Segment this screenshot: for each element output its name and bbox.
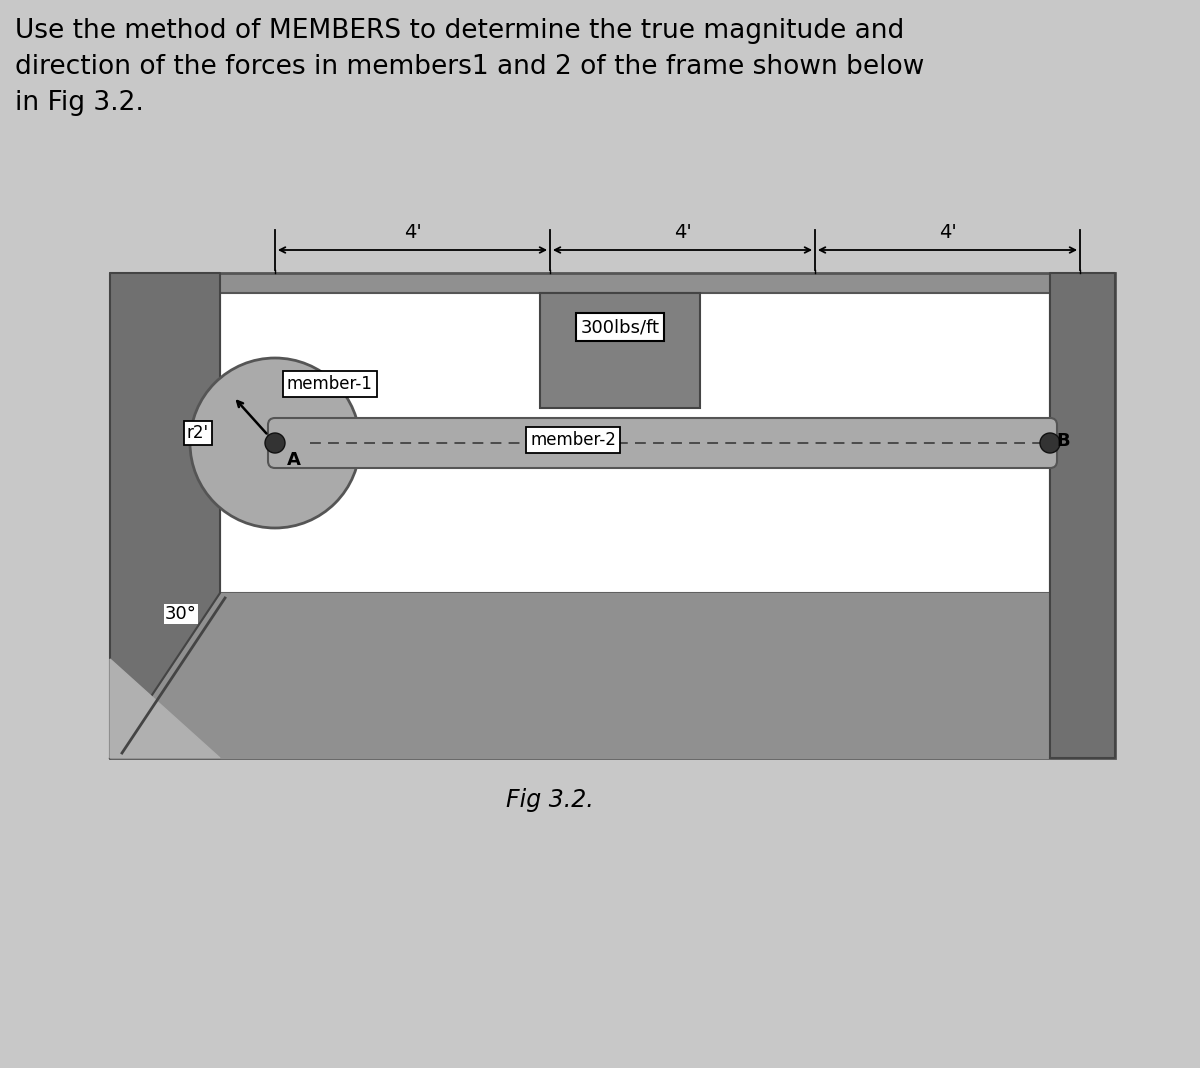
- Text: 300lbs/ft: 300lbs/ft: [581, 318, 660, 336]
- FancyBboxPatch shape: [268, 418, 1057, 468]
- Text: Use the method of MEMBERS to determine the true magnitude and
direction of the f: Use the method of MEMBERS to determine t…: [14, 18, 924, 116]
- Text: 30°: 30°: [166, 604, 197, 623]
- Text: 4': 4': [403, 223, 421, 242]
- Circle shape: [190, 358, 360, 528]
- Text: member-2: member-2: [530, 431, 616, 449]
- Text: 4': 4': [673, 223, 691, 242]
- Bar: [540, 293, 700, 408]
- Bar: [110, 273, 1115, 758]
- Text: A: A: [287, 451, 301, 469]
- Polygon shape: [110, 273, 220, 758]
- Text: member-1: member-1: [287, 375, 373, 393]
- Polygon shape: [110, 659, 220, 758]
- Text: 4': 4': [938, 223, 956, 242]
- Polygon shape: [220, 593, 1050, 758]
- Polygon shape: [1050, 273, 1115, 758]
- Text: B: B: [1056, 431, 1069, 450]
- Circle shape: [265, 433, 286, 453]
- Text: r2': r2': [187, 424, 209, 442]
- Text: Fig 3.2.: Fig 3.2.: [506, 788, 594, 812]
- Circle shape: [1040, 433, 1060, 453]
- Bar: [220, 293, 1050, 593]
